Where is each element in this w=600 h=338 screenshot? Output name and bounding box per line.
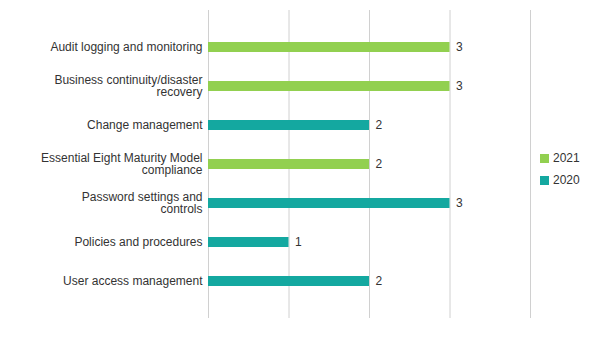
svg-text:3: 3 [456, 40, 463, 54]
svg-text:1: 1 [295, 235, 302, 249]
svg-text:Audit logging and monitoring: Audit logging and monitoring [50, 40, 202, 54]
svg-text:3: 3 [456, 79, 463, 93]
html-text:2021: 2021 [553, 151, 580, 165]
svg-text:User access management: User access management [63, 274, 203, 288]
svg-text:Password settings andcontrols: Password settings andcontrols [82, 190, 203, 216]
html-text:2020: 2020 [553, 173, 580, 187]
svg-text:3: 3 [456, 196, 463, 210]
svg-text:Business continuity/disasterre: Business continuity/disasterrecovery [54, 73, 202, 99]
svg-text:2: 2 [376, 118, 383, 132]
svg-text:2: 2 [376, 274, 383, 288]
svg-text:Change management: Change management [87, 118, 203, 132]
svg-text:Policies and procedures: Policies and procedures [74, 235, 202, 249]
svg-text:2: 2 [376, 157, 383, 171]
svg-text:Essential Eight Maturity Model: Essential Eight Maturity Modelcompliance [41, 151, 203, 177]
